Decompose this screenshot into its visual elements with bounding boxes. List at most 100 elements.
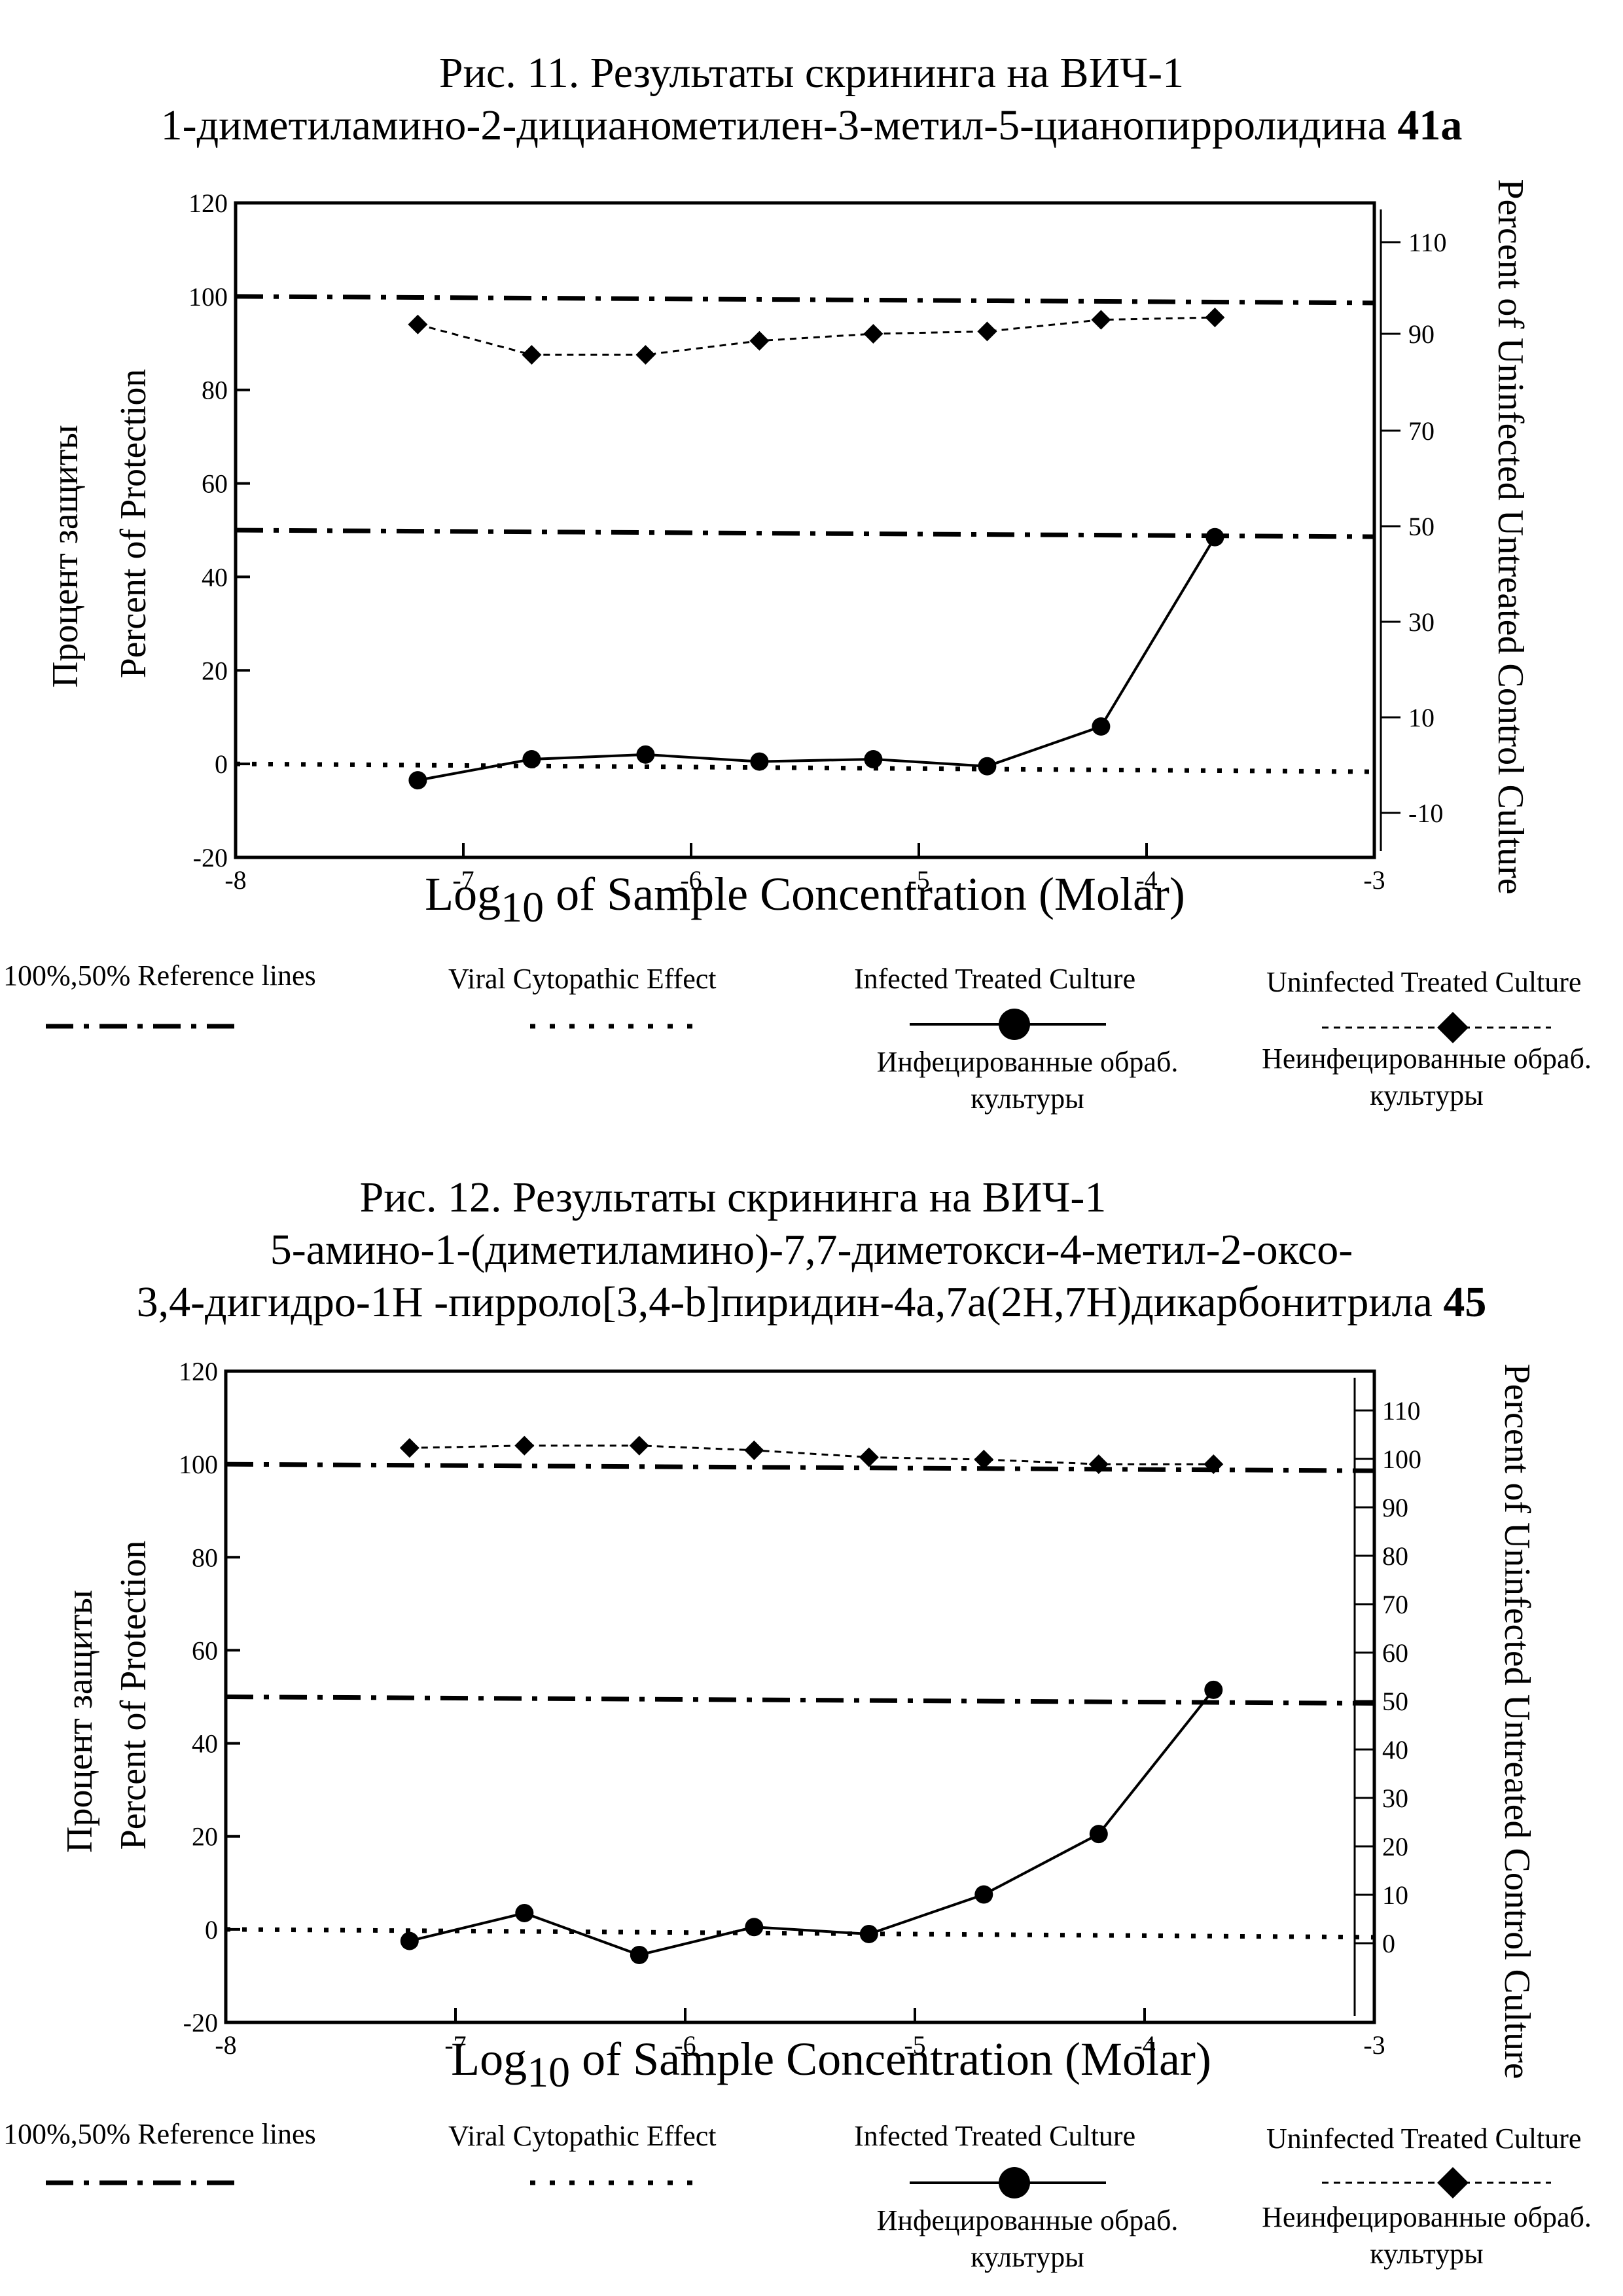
y-tick-label: 40 [192, 1729, 218, 1759]
right-y-tick-label: 110 [1382, 1396, 1421, 1426]
y-tick-label: 80 [192, 1543, 218, 1572]
right-y-tick-label: 90 [1382, 1493, 1408, 1522]
data-point-infected [1204, 1680, 1223, 1699]
right-y-tick-label: 0 [1382, 1929, 1395, 1958]
left-axis-label-en: Percent of Protection [113, 369, 154, 679]
legend-uninfected-label: Uninfected Treated Culture [1266, 966, 1582, 998]
data-point-uninfected [1205, 308, 1225, 327]
data-point-infected [1089, 1825, 1108, 1844]
figure-title-line: 5-амино-1-(диметиламино)-7,7-диметокси-4… [270, 1226, 1353, 1274]
data-point-infected [864, 750, 883, 768]
right-y-tick-label: 110 [1408, 228, 1447, 257]
data-point-infected [515, 1903, 534, 1922]
data-point-infected [636, 745, 655, 764]
legend-infected-ru: Инфецированные обраб. культуры [876, 1046, 1179, 1115]
x-tick-label: -5 [908, 865, 929, 895]
viral-cpe-line [235, 761, 1375, 774]
data-point-infected [859, 1924, 878, 1943]
y-tick-label: 100 [188, 282, 228, 312]
compound-number: 41a [1397, 101, 1463, 149]
data-point-uninfected [749, 331, 770, 351]
data-point-infected [1205, 528, 1224, 547]
right-y-tick-label: 70 [1408, 416, 1435, 446]
x-axis-label: Log10 of Sample Concentration (Molar) [451, 2033, 1211, 2096]
data-point-infected [750, 752, 769, 771]
reference-line [235, 294, 1375, 306]
x-tick-label: -7 [444, 2030, 466, 2060]
legend-infected-symbol [910, 1009, 1106, 1040]
right-axis-label: Percent of Uninfected Untreated Control … [1490, 179, 1531, 894]
data-point-uninfected [859, 1447, 879, 1467]
legend-reference-lines-label: 100%,50% Reference lines [3, 2118, 316, 2150]
reference-line [235, 528, 1375, 539]
y-tick-label: 80 [202, 376, 228, 405]
data-point-uninfected [1088, 1454, 1109, 1475]
y-tick-label: 40 [202, 562, 228, 592]
left-axis-label-en: Percent of Protection [113, 1541, 154, 1850]
data-point-uninfected [629, 1435, 649, 1456]
data-point-infected [408, 771, 427, 790]
legend-uninfected-label: Uninfected Treated Culture [1266, 2123, 1582, 2155]
right-y-tick-label: 90 [1408, 319, 1435, 349]
data-point-uninfected [399, 1438, 419, 1458]
data-point-infected [522, 750, 541, 768]
x-tick-label: -6 [674, 2030, 696, 2060]
reference-line [225, 1462, 1375, 1473]
legend-uninfected-symbol [1322, 2167, 1551, 2198]
y-tick-label: 20 [202, 656, 228, 685]
legend-viral-cpe-symbol [530, 1024, 707, 1029]
data-point-uninfected [863, 324, 883, 344]
figure-title-line: Рис. 12. Результаты скрининга на ВИЧ-1 [359, 1174, 1107, 1221]
data-point-infected [974, 1885, 993, 1904]
y-tick-label: 0 [215, 749, 228, 779]
right-y-tick-label: 70 [1382, 1590, 1408, 1619]
legend-viral-cpe-label: Viral Cytopathic Effect [448, 2120, 717, 2152]
legend-viral-cpe-label: Viral Cytopathic Effect [448, 963, 717, 995]
legend-reference-lines-label: 100%,50% Reference lines [3, 960, 316, 992]
right-y-tick-label: 10 [1408, 703, 1435, 732]
x-tick-label: -8 [224, 865, 246, 895]
x-tick-label: -8 [215, 2030, 236, 2060]
y-tick-label: 60 [202, 469, 228, 499]
legend-infected-ru: Инфецированные обраб. культуры [876, 2204, 1179, 2273]
right-axis-label: Percent of Uninfected Untreated Control … [1497, 1363, 1537, 2079]
legend-viral-cpe-symbol [530, 2180, 707, 2185]
y-tick-label: 120 [179, 1357, 218, 1386]
x-tick-label: -7 [452, 865, 474, 895]
figure-title-line: 1-диметиламино-2-дицианометилен-3-метил-… [160, 101, 1463, 149]
y-tick-label: 20 [192, 1822, 218, 1852]
left-axis-label-ru: Процент защиты [60, 1590, 100, 1853]
data-point-uninfected [1091, 310, 1111, 330]
legend-reference-lines-symbol [46, 1024, 236, 1029]
legend-infected-label: Infected Treated Culture [854, 963, 1136, 995]
data-point-infected [978, 757, 997, 776]
legend-reference-lines-symbol [46, 2180, 236, 2185]
data-point-uninfected [408, 314, 428, 334]
data-point-uninfected [635, 345, 656, 365]
right-y-tick-label: 10 [1382, 1880, 1408, 1910]
right-y-tick-label: 50 [1382, 1687, 1408, 1716]
right-y-tick-label: 40 [1382, 1735, 1408, 1765]
series-line-uninfected [409, 1444, 1214, 1465]
data-point-uninfected [974, 1450, 994, 1470]
chart-figure-11: -20 0 20 40 60 80 100 120 -8 -7 -6 -5 -4 -3 110 90 70 50 3… [45, 179, 1531, 931]
data-point-uninfected [522, 345, 542, 365]
data-point-infected [630, 1945, 649, 1964]
figure-title: Рис. 12. Результаты скрининга на ВИЧ-1 5… [0, 1172, 1623, 1329]
left-axis-label-ru: Процент защиты [45, 425, 86, 688]
right-y-tick-label: 30 [1382, 1784, 1408, 1813]
x-tick-label: -5 [904, 2030, 925, 2060]
data-point-uninfected [1204, 1454, 1224, 1475]
y-tick-label: -20 [183, 2008, 218, 2037]
x-axis-label: Log10 of Sample Concentration (Molar) [425, 868, 1185, 931]
y-tick-label: 0 [205, 1915, 218, 1945]
legend-uninfected-symbol [1322, 1012, 1551, 1043]
figure-title: Рис. 11. Результаты скрининга на ВИЧ-1 1… [0, 47, 1623, 152]
figure-title-line: Рис. 11. Результаты скрининга на ВИЧ-1 [438, 49, 1185, 97]
data-point-uninfected [977, 321, 997, 342]
series-line-infected [418, 536, 1217, 782]
y-tick-label: 60 [192, 1636, 218, 1665]
compound-number: 45 [1443, 1278, 1487, 1326]
viral-cpe-line [225, 1927, 1375, 1940]
